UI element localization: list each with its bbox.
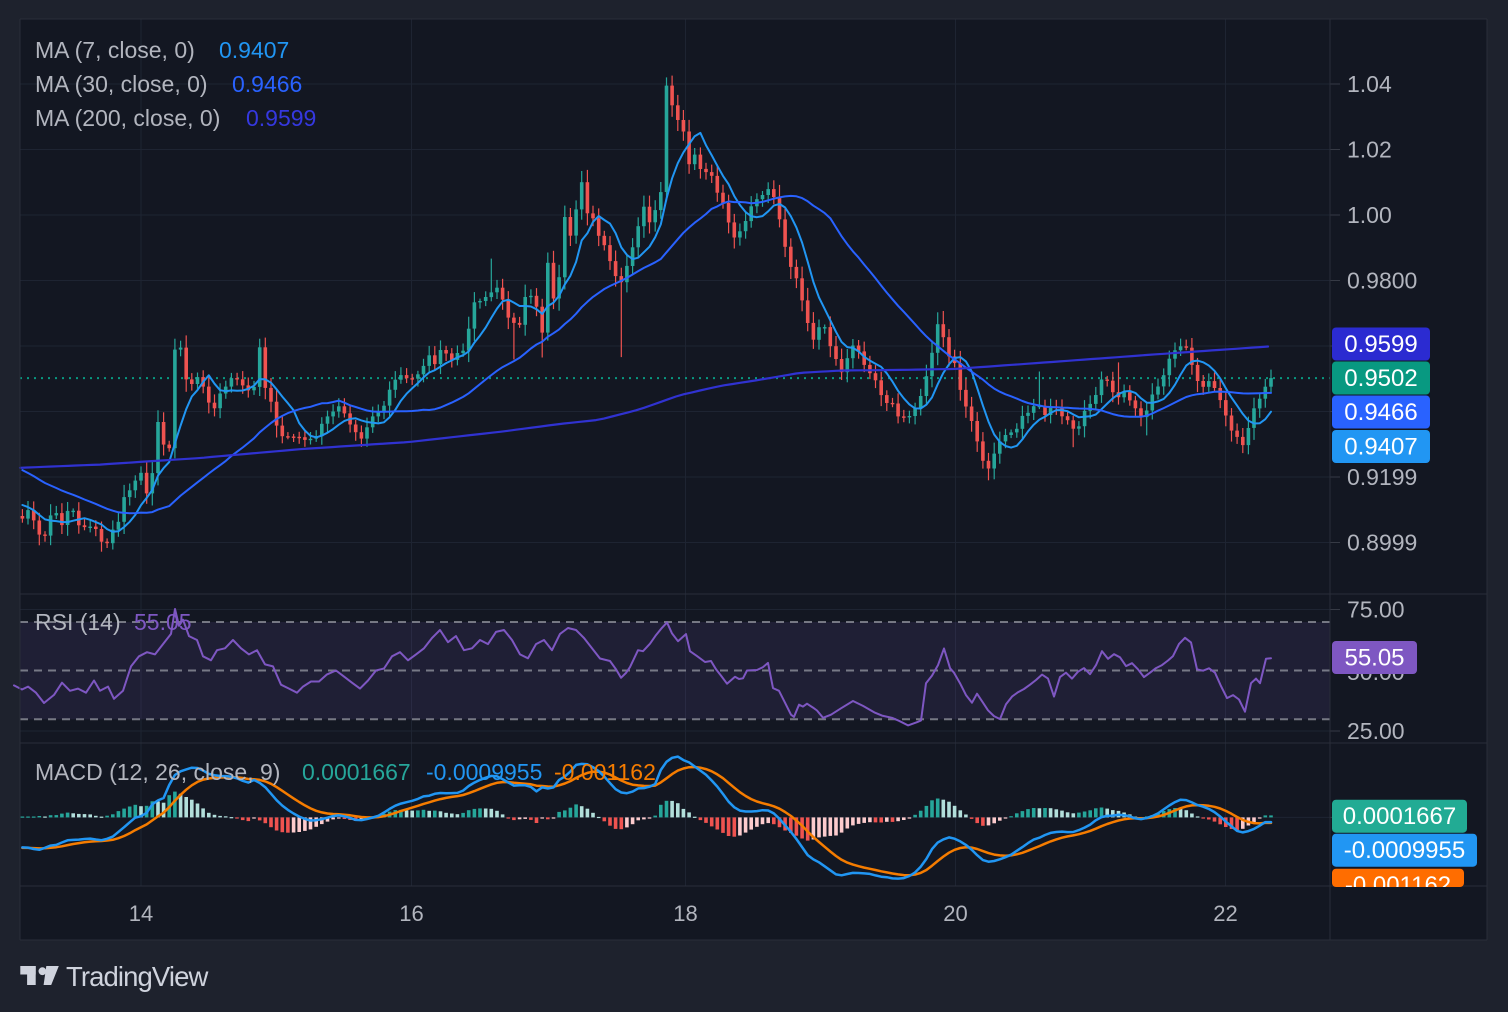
svg-text:0.9407: 0.9407 [1344, 434, 1417, 461]
svg-text:-0.001162: -0.001162 [554, 759, 656, 785]
svg-text:0.8999: 0.8999 [1347, 530, 1417, 556]
svg-text:0.9407: 0.9407 [219, 37, 289, 63]
svg-text:MA (7, close, 0): MA (7, close, 0) [35, 37, 195, 63]
svg-text:0.9599: 0.9599 [246, 105, 316, 131]
svg-text:16: 16 [399, 901, 423, 926]
svg-text:25.00: 25.00 [1347, 718, 1405, 744]
svg-text:18: 18 [673, 901, 697, 926]
svg-text:22: 22 [1213, 901, 1237, 926]
svg-text:MA (30, close, 0): MA (30, close, 0) [35, 71, 208, 97]
svg-text:1.02: 1.02 [1347, 137, 1392, 163]
svg-text:MA (200, close, 0): MA (200, close, 0) [35, 105, 220, 131]
svg-text:-0.001162: -0.001162 [1345, 872, 1451, 899]
svg-text:0.9599: 0.9599 [1344, 331, 1417, 358]
svg-text:0.0001667: 0.0001667 [1343, 803, 1456, 830]
svg-text:0.9466: 0.9466 [232, 71, 302, 97]
svg-text:-0.0009955: -0.0009955 [1344, 837, 1465, 864]
svg-text:0.9199: 0.9199 [1347, 464, 1417, 490]
svg-text:0.0001667: 0.0001667 [302, 759, 411, 785]
svg-text:75.00: 75.00 [1347, 597, 1405, 623]
svg-text:55.05: 55.05 [134, 609, 192, 635]
svg-text:MACD (12, 26, close, 9): MACD (12, 26, close, 9) [35, 759, 280, 785]
svg-text:0.9466: 0.9466 [1344, 399, 1417, 426]
svg-text:1.00: 1.00 [1347, 202, 1392, 228]
svg-text:TradingView: TradingView [66, 961, 208, 992]
svg-text:20: 20 [943, 901, 967, 926]
svg-text:0.9502: 0.9502 [1344, 365, 1417, 392]
svg-text:14: 14 [129, 901, 153, 926]
svg-text:0.9800: 0.9800 [1347, 268, 1417, 294]
svg-text:1.04: 1.04 [1347, 71, 1392, 97]
svg-text:55.05: 55.05 [1344, 645, 1404, 672]
svg-text:-0.0009955: -0.0009955 [426, 759, 542, 785]
svg-text:RSI (14): RSI (14) [35, 609, 121, 635]
